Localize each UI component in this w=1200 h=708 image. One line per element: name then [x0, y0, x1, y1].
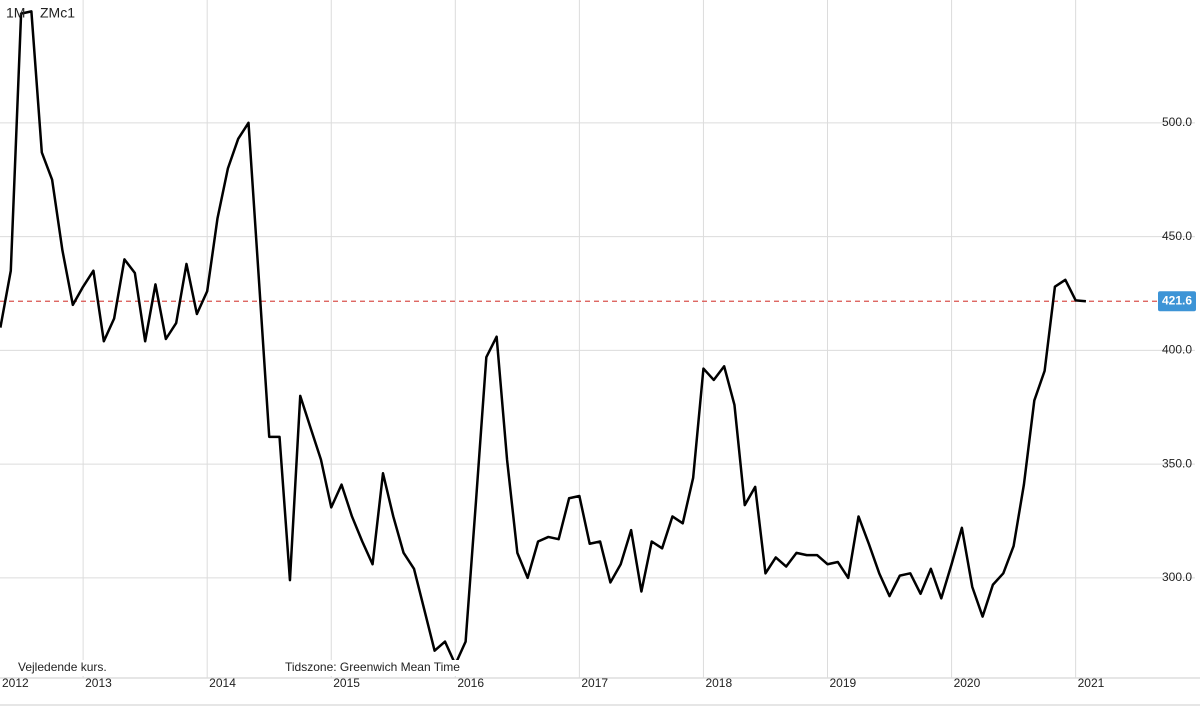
- price-line: [0, 10, 1087, 666]
- y-tick-label: 300.0: [1162, 570, 1192, 584]
- y-tick-label: 450.0: [1162, 229, 1192, 243]
- x-tick-label: 2021: [1078, 676, 1105, 690]
- x-tick-label: 2020: [954, 676, 981, 690]
- y-tick-label: 350.0: [1162, 456, 1192, 470]
- reference-label-box: [1158, 291, 1196, 312]
- x-tick-label: 2014: [209, 676, 236, 690]
- x-tick-label: 2019: [830, 676, 857, 690]
- x-tick-label: 2012: [2, 676, 29, 690]
- x-tick-label: 2015: [333, 676, 360, 690]
- x-tick-label: 2013: [85, 676, 112, 690]
- annotation: Vejledende kurs.: [18, 660, 107, 674]
- annotation-bg: [283, 660, 468, 676]
- annotation-bg: [16, 660, 116, 676]
- annotation: Tidszone: Greenwich Mean Time: [285, 660, 460, 674]
- symbol-label: 1M: [6, 5, 25, 21]
- y-tick-label: 400.0: [1162, 343, 1192, 357]
- y-tick-label: 500.0: [1162, 115, 1192, 129]
- x-tick-label: 2016: [457, 676, 484, 690]
- ticker-label: ZMc1: [40, 5, 75, 21]
- reference-label: 421.6: [1162, 293, 1192, 307]
- x-tick-label: 2017: [581, 676, 608, 690]
- x-tick-label: 2018: [705, 676, 732, 690]
